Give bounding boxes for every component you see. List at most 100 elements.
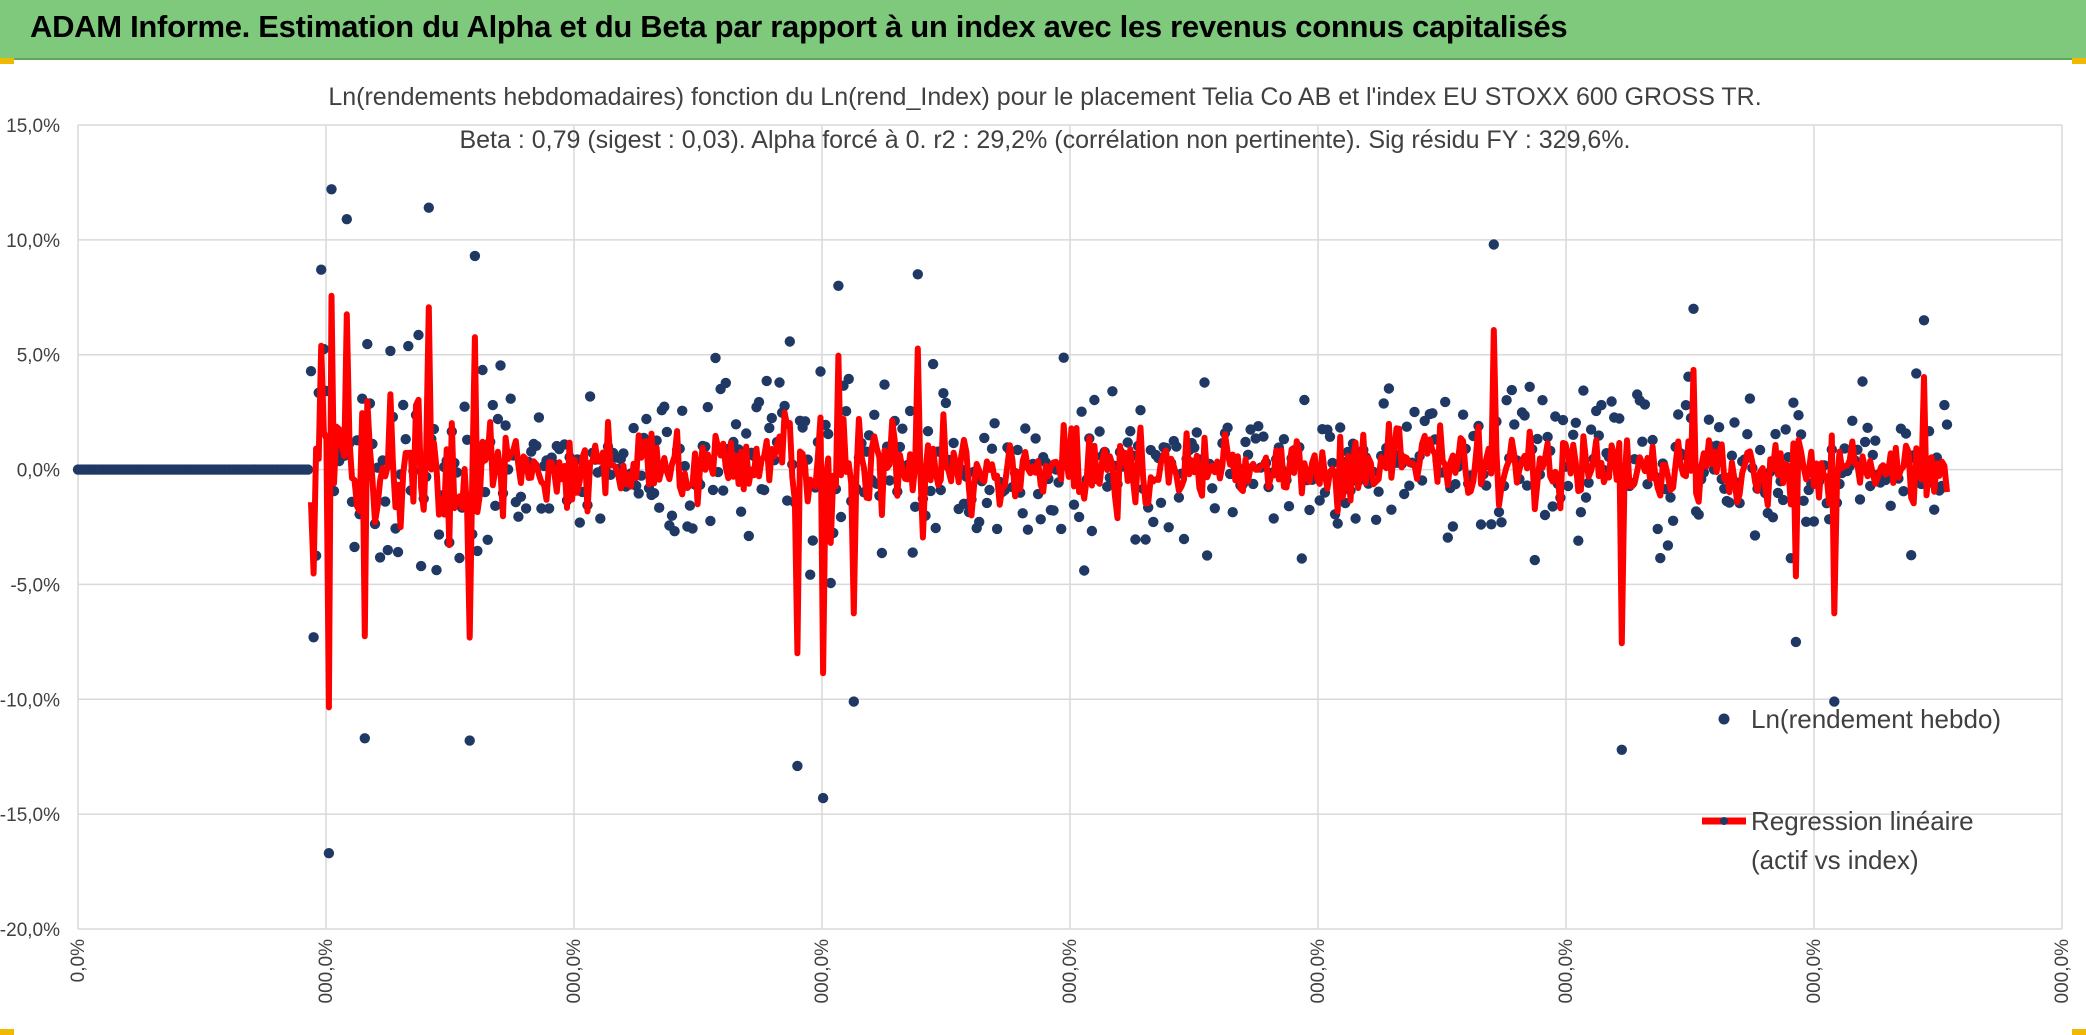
data-point <box>718 485 729 496</box>
data-point <box>1227 507 1238 518</box>
data-point <box>1729 417 1740 428</box>
data-point <box>1207 483 1218 494</box>
data-point <box>884 475 895 486</box>
data-point <box>500 420 511 431</box>
data-point <box>925 485 936 497</box>
data-point <box>666 510 678 521</box>
data-point <box>382 544 393 556</box>
data-point <box>1020 423 1031 434</box>
data-point <box>1652 523 1663 535</box>
data-point <box>1373 486 1384 497</box>
data-point <box>1580 492 1592 503</box>
data-point <box>1440 396 1451 408</box>
data-point <box>362 338 373 350</box>
data-point <box>477 364 488 376</box>
data-point <box>940 397 952 409</box>
data-point <box>659 401 670 412</box>
y-tick-label: 5,0% <box>17 346 60 367</box>
x-tick-label: 000,0% <box>1308 939 1329 1004</box>
data-point <box>669 526 680 537</box>
data-point <box>1780 424 1791 435</box>
data-point <box>1726 450 1738 461</box>
data-point <box>1386 504 1397 515</box>
data-point <box>454 552 465 564</box>
data-point <box>779 400 790 412</box>
data-point <box>833 280 844 291</box>
legend-marker-line-dot <box>1720 817 1728 825</box>
data-point <box>677 405 688 416</box>
data-point <box>1798 495 1809 506</box>
data-point <box>1867 449 1879 461</box>
data-point <box>1900 428 1912 439</box>
data-point <box>848 696 859 707</box>
data-point <box>735 506 747 517</box>
data-point <box>1509 419 1520 430</box>
data-point <box>879 379 890 390</box>
data-point <box>1442 532 1454 543</box>
data-point <box>1519 410 1530 421</box>
data-point <box>1857 376 1868 387</box>
data-point <box>1457 409 1469 420</box>
data-point <box>1906 550 1917 561</box>
data-point <box>1086 525 1098 537</box>
data-point <box>1030 433 1041 444</box>
data-point <box>413 329 424 341</box>
data-point <box>323 848 335 859</box>
data-point <box>823 428 834 440</box>
x-axis-ticks: 0,0% 000,0% 000,0% 000,0% 000,0% 000,0% 000,0%… <box>68 939 2073 1004</box>
data-point <box>1801 516 1812 527</box>
y-tick-label: 10,0% <box>6 231 60 252</box>
data-point <box>661 426 673 438</box>
data-point <box>730 419 742 430</box>
y-tick-label: -10,0% <box>0 690 60 711</box>
data-point <box>1012 444 1023 456</box>
data-point <box>1808 516 1820 527</box>
data-point <box>1616 744 1628 755</box>
data-point <box>1475 519 1487 530</box>
data-point <box>380 496 391 507</box>
data-point <box>1655 552 1666 564</box>
data-point <box>1350 513 1361 524</box>
data-point <box>1370 514 1382 525</box>
data-point <box>876 547 888 559</box>
data-point <box>1532 433 1543 445</box>
regression-line <box>308 292 1950 711</box>
data-point <box>1125 426 1136 437</box>
data-point <box>520 503 532 514</box>
data-point <box>1048 505 1059 516</box>
data-point <box>1496 517 1507 528</box>
data-point <box>1614 413 1625 424</box>
data-point <box>1667 515 1679 526</box>
data-point <box>1870 435 1881 446</box>
data-point <box>1253 421 1264 432</box>
data-point <box>1122 437 1133 448</box>
data-point <box>1296 553 1308 564</box>
data-point <box>531 440 542 451</box>
data-point <box>1862 422 1873 433</box>
data-point <box>989 418 1000 429</box>
data-point <box>1673 409 1684 420</box>
data-point <box>326 184 337 195</box>
data-point <box>981 497 993 509</box>
report-header: ADAM Informe. Estimation du Alpha et du … <box>0 0 2086 60</box>
data-point <box>984 484 995 496</box>
data-point <box>459 401 470 412</box>
data-point <box>1639 399 1651 410</box>
data-point <box>1335 422 1346 433</box>
x-tick-label: 000,0% <box>812 939 833 1004</box>
data-point <box>702 401 713 413</box>
data-point <box>1744 393 1756 404</box>
data-point <box>1299 394 1310 406</box>
data-point <box>385 345 396 357</box>
data-point <box>897 423 908 434</box>
data-point <box>1521 480 1533 491</box>
data-point <box>1665 492 1676 503</box>
data-point <box>904 405 916 417</box>
data-point <box>487 399 498 411</box>
chart-title: Ln(rendements hebdomadaires) fonction du… <box>328 83 1761 154</box>
data-point <box>1596 399 1607 411</box>
data-point <box>495 360 506 371</box>
data-point <box>1713 422 1725 433</box>
data-point <box>1314 495 1325 506</box>
data-point <box>1148 516 1159 528</box>
